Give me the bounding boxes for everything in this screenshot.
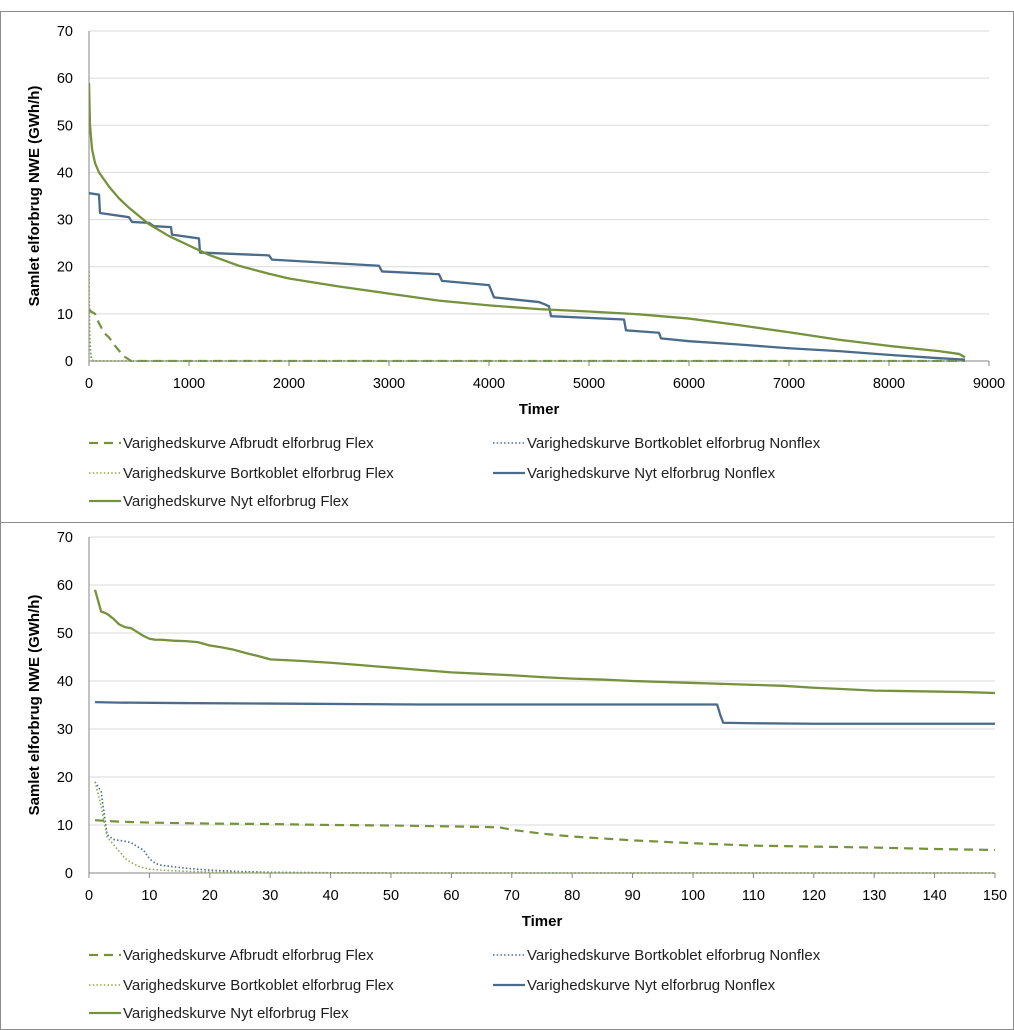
x-tick-label: 80: [564, 888, 580, 904]
x-tick-label: 0: [85, 888, 93, 904]
x-tick-label: 5000: [573, 376, 605, 392]
legend-label: Varighedskurve Bortkoblet elforbrug Nonf…: [527, 947, 821, 964]
chart-panel-first-150-hours: 0 10 20 30 40 50 60 70 0 10 20 30 40 50 60 70 80 90 100 110…: [0, 522, 1014, 1030]
x-axis-title: Timer: [519, 401, 560, 418]
legend-label: Varighedskurve Nyt elforbrug Flex: [123, 1005, 349, 1022]
y-tick-label: 0: [65, 866, 73, 882]
x-tick-label: 4000: [473, 376, 505, 392]
y-tick-label: 30: [57, 213, 73, 229]
x-tick-label: 60: [443, 888, 459, 904]
y-tick-label: 20: [57, 260, 73, 276]
series-line: [89, 308, 965, 362]
x-tick-label: 10: [141, 888, 157, 904]
x-tick-label: 100: [681, 888, 705, 904]
legend-label: Varighedskurve Bortkoblet elforbrug Nonf…: [527, 435, 821, 452]
y-tick-label: 70: [57, 24, 73, 40]
y-tick-label: 0: [65, 354, 73, 370]
y-tick-label: 50: [57, 626, 73, 642]
series-line: [95, 700, 995, 725]
legend-label: Varighedskurve Nyt elforbrug Nonflex: [527, 977, 776, 994]
x-tick-label: 2000: [273, 376, 305, 392]
y-tick-label: 60: [57, 71, 73, 87]
y-tick-label: 20: [57, 770, 73, 786]
x-tick-label: 3000: [373, 376, 405, 392]
x-tick-label: 0: [85, 376, 93, 392]
y-tick-label: 40: [57, 165, 73, 181]
legend-label: Varighedskurve Nyt elforbrug Nonflex: [527, 465, 776, 482]
series-line: [89, 271, 965, 362]
x-tick-label: 40: [323, 888, 339, 904]
series-line: [93, 589, 996, 695]
y-tick-label: 10: [57, 818, 73, 834]
x-tick-label: 130: [862, 888, 886, 904]
chart-full-year: 0 10 20 30 40 50 60 70 0 1000 2000 3000 4000 5000 6000…: [26, 24, 1005, 510]
y-tick-label: 10: [57, 307, 73, 323]
y-axis-title: Samlet elforbrug NWE (GWh/h): [26, 86, 43, 307]
x-tick-label: 30: [262, 888, 278, 904]
x-tick-label: 110: [742, 888, 765, 904]
legend-label: Varighedskurve Bortkoblet elforbrug Flex: [123, 977, 394, 994]
series-line: [94, 781, 995, 874]
x-tick-label: 9000: [973, 376, 1005, 392]
series-line: [89, 82, 966, 359]
legend-label: Varighedskurve Nyt elforbrug Flex: [123, 493, 349, 510]
y-tick-label: 40: [57, 674, 73, 690]
legend-label: Varighedskurve Afbrudt elforbrug Flex: [123, 435, 374, 452]
chart-panel-full-year: 0 10 20 30 40 50 60 70 0 1000 2000 3000 4000 5000 6000…: [0, 11, 1014, 523]
x-tick-label: 8000: [873, 376, 905, 392]
x-tick-label: 7000: [773, 376, 805, 392]
chart-first-150-hours: 0 10 20 30 40 50 60 70 0 10 20 30 40 50 60 70 80 90 100 110…: [26, 530, 1007, 1022]
y-tick-label: 50: [57, 118, 73, 134]
y-tick-label: 60: [57, 578, 73, 594]
x-tick-label: 50: [383, 888, 399, 904]
x-tick-label: 6000: [673, 376, 705, 392]
x-tick-label: 140: [922, 888, 946, 904]
x-tick-label: 120: [802, 888, 826, 904]
x-tick-label: 1000: [173, 376, 205, 392]
x-tick-label: 90: [625, 888, 641, 904]
x-tick-label: 20: [202, 888, 218, 904]
series-line: [94, 781, 995, 874]
y-tick-label: 70: [57, 530, 73, 546]
series-line: [89, 192, 966, 361]
series-line: [89, 271, 965, 362]
x-tick-label: 150: [983, 888, 1007, 904]
y-axis-title: Samlet elforbrug NWE (GWh/h): [26, 595, 43, 816]
legend-label: Varighedskurve Afbrudt elforbrug Flex: [123, 947, 374, 964]
y-tick-label: 30: [57, 722, 73, 738]
legend-label: Varighedskurve Bortkoblet elforbrug Flex: [123, 465, 394, 482]
x-axis-title: Timer: [522, 913, 563, 930]
x-tick-label: 70: [504, 888, 520, 904]
